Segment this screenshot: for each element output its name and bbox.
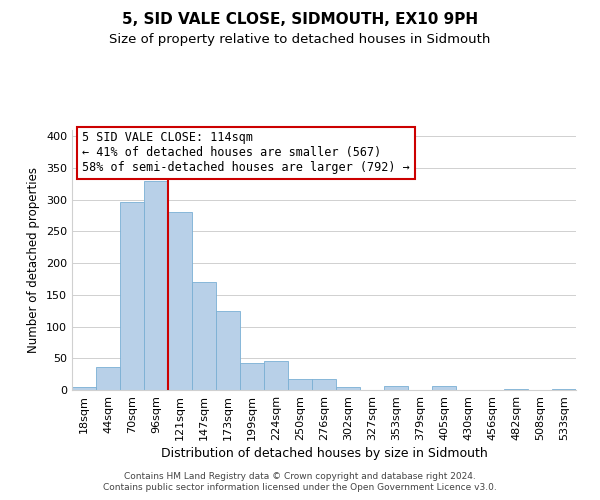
Bar (384, 386, 408, 390)
Y-axis label: Number of detached properties: Number of detached properties (28, 167, 40, 353)
Bar (552, 388, 576, 390)
Bar (336, 387, 360, 390)
Bar (264, 361, 288, 390)
Bar (96, 366, 120, 390)
Text: Contains HM Land Registry data © Crown copyright and database right 2024.: Contains HM Land Registry data © Crown c… (124, 472, 476, 481)
Bar (216, 312, 240, 390)
Bar (432, 386, 456, 390)
Text: Contains public sector information licensed under the Open Government Licence v3: Contains public sector information licen… (103, 484, 497, 492)
Text: 5, SID VALE CLOSE, SIDMOUTH, EX10 9PH: 5, SID VALE CLOSE, SIDMOUTH, EX10 9PH (122, 12, 478, 28)
Text: Distribution of detached houses by size in Sidmouth: Distribution of detached houses by size … (161, 448, 487, 460)
Bar (312, 378, 336, 390)
Bar (240, 364, 264, 390)
Bar (168, 212, 192, 390)
Bar (144, 180, 168, 390)
Bar (288, 379, 312, 390)
Text: Size of property relative to detached houses in Sidmouth: Size of property relative to detached ho… (109, 32, 491, 46)
Bar (192, 282, 216, 390)
Bar (120, 202, 144, 390)
Bar (504, 388, 528, 390)
Bar (72, 387, 96, 390)
Text: 5 SID VALE CLOSE: 114sqm
← 41% of detached houses are smaller (567)
58% of semi-: 5 SID VALE CLOSE: 114sqm ← 41% of detach… (82, 132, 410, 174)
